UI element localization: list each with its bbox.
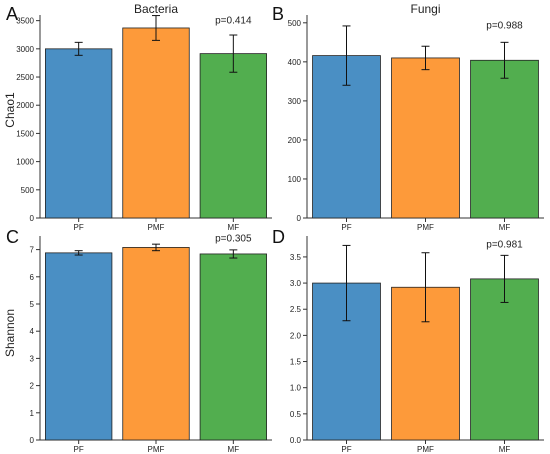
x-tick-label-pmf: PMF bbox=[417, 445, 434, 454]
y-tick-label: 0 bbox=[297, 214, 302, 223]
y-tick-label: 1500 bbox=[16, 129, 34, 138]
y-tick-label: 5 bbox=[30, 300, 35, 309]
y-tick-label: 3.5 bbox=[290, 253, 302, 262]
x-tick-label-pf: PF bbox=[74, 223, 84, 232]
y-tick-label: 1000 bbox=[16, 158, 34, 167]
y-tick-label: 300 bbox=[288, 97, 302, 106]
y-tick-label: 200 bbox=[288, 136, 302, 145]
y-axis-label-shannon: Shannon bbox=[3, 309, 17, 357]
bar-mf bbox=[199, 253, 267, 441]
y-tick-label: 0.5 bbox=[290, 410, 302, 419]
x-tick-label-mf: MF bbox=[499, 223, 511, 232]
panel-letter: D bbox=[272, 227, 285, 247]
bar-mf bbox=[199, 53, 267, 219]
y-tick-label: 3 bbox=[30, 354, 35, 363]
y-tick-label: 1.0 bbox=[290, 384, 302, 393]
y-tick-label: 3500 bbox=[16, 17, 34, 26]
x-tick-label-pmf: PMF bbox=[148, 223, 165, 232]
bar-mf bbox=[470, 278, 539, 441]
p-value-annotation: p=0.305 bbox=[215, 233, 252, 244]
x-tick-label-pf: PF bbox=[74, 445, 84, 454]
panel-letter: C bbox=[6, 227, 19, 247]
y-tick-label: 0 bbox=[30, 214, 35, 223]
y-tick-label: 3000 bbox=[16, 45, 34, 54]
panel-a-bacteria-chao1: A Bacteria 0 500 1000 1500 2000 2500 3000 3500 PF P… bbox=[6, 2, 272, 232]
p-value-annotation: p=0.988 bbox=[486, 21, 523, 32]
y-tick-label: 2.5 bbox=[290, 305, 302, 314]
y-tick-label: 0.0 bbox=[290, 436, 302, 445]
y-tick-label: 6 bbox=[30, 273, 35, 282]
y-tick-label: 500 bbox=[21, 186, 35, 195]
x-tick-label-pf: PF bbox=[341, 445, 351, 454]
p-value-annotation: p=0.414 bbox=[215, 15, 252, 26]
bar-pmf bbox=[122, 247, 190, 441]
y-tick-label: 0 bbox=[30, 436, 35, 445]
y-tick-label: 400 bbox=[288, 58, 302, 67]
x-tick-label-pmf: PMF bbox=[417, 223, 434, 232]
y-tick-label: 2500 bbox=[16, 73, 34, 82]
panel-d-fungi-shannon: D 0.0 0.5 1.0 1.5 2.0 2.5 3.0 3.5 PF PMF MF p=0.981 bbox=[272, 227, 544, 454]
y-tick-label: 4 bbox=[30, 327, 35, 336]
y-tick-label: 2.0 bbox=[290, 331, 302, 340]
x-tick-label-pf: PF bbox=[341, 223, 351, 232]
bar-pmf bbox=[122, 27, 190, 219]
y-axis-label-chao1: Chao1 bbox=[3, 92, 17, 128]
bar-pf bbox=[45, 48, 113, 219]
x-tick-label-mf: MF bbox=[228, 445, 240, 454]
panel-c-bacteria-shannon: C 0 1 2 3 4 5 6 7 PF PMF MF p=0.305 bbox=[6, 227, 272, 454]
panel-b-fungi-chao1: B Fungi 0 100 200 300 400 500 PF PMF MF p=0.988 bbox=[272, 2, 544, 232]
x-tick-label-mf: MF bbox=[228, 223, 240, 232]
y-tick-label: 2000 bbox=[16, 101, 34, 110]
y-tick-label: 500 bbox=[288, 19, 302, 28]
x-tick-label-mf: MF bbox=[499, 445, 511, 454]
panel-letter: A bbox=[6, 4, 18, 24]
y-tick-label: 1.5 bbox=[290, 358, 302, 367]
y-tick-label: 7 bbox=[30, 246, 35, 255]
x-tick-label-pmf: PMF bbox=[148, 445, 165, 454]
y-tick-label: 2 bbox=[30, 382, 35, 391]
panel-title: Bacteria bbox=[134, 2, 178, 16]
panel-letter: B bbox=[272, 4, 284, 24]
bar-pf bbox=[45, 252, 113, 441]
bar-mf bbox=[470, 59, 539, 219]
y-tick-label: 100 bbox=[288, 175, 302, 184]
y-tick-label: 3.0 bbox=[290, 279, 302, 288]
panel-title: Fungi bbox=[410, 2, 440, 16]
p-value-annotation: p=0.981 bbox=[486, 240, 523, 251]
y-tick-label: 1 bbox=[30, 409, 35, 418]
bar-pmf bbox=[391, 57, 460, 219]
